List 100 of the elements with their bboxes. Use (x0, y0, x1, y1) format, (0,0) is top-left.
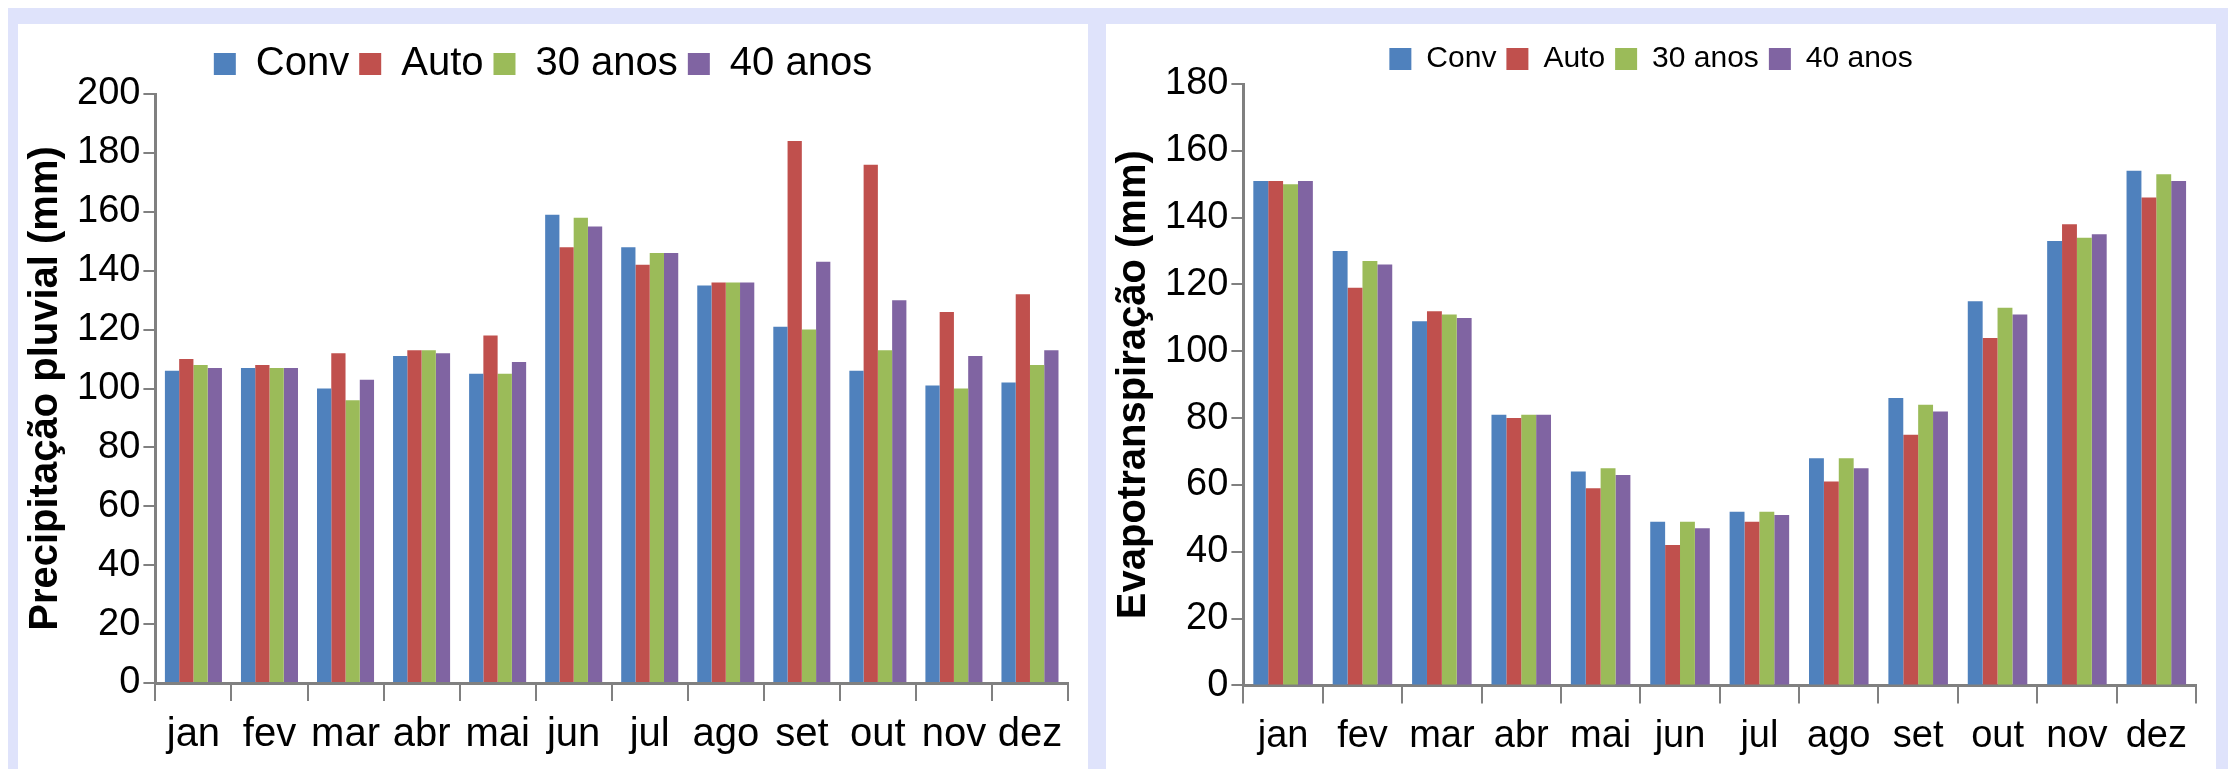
bar (740, 282, 755, 682)
y-tick-label: 100 (77, 364, 141, 407)
bar (2076, 237, 2092, 685)
y-tick-label: 100 (1165, 327, 1229, 370)
bar (1029, 364, 1045, 682)
bar (863, 164, 878, 682)
bar (469, 373, 484, 682)
x-tick-label: ago (692, 710, 760, 755)
bar (1521, 414, 1537, 685)
legend-label: 30 anos (535, 39, 678, 84)
bar (421, 350, 436, 682)
x-tick-label: dez (997, 710, 1063, 755)
bar (968, 356, 983, 682)
bar (1615, 474, 1631, 685)
bar (1536, 414, 1552, 685)
bar (2156, 174, 2172, 685)
bar (483, 335, 498, 682)
bar (1744, 521, 1760, 685)
bar (1838, 458, 1854, 685)
bar (801, 329, 817, 682)
x-tick-label: jan (165, 710, 221, 755)
bar (1982, 337, 1998, 685)
bar (1774, 515, 1790, 685)
bar (1044, 350, 1059, 682)
bar (1362, 261, 1378, 685)
bar (773, 326, 788, 682)
bar (649, 253, 664, 682)
x-tick-label: fev (242, 710, 297, 755)
legend-label: Conv (255, 39, 350, 84)
bar (2062, 224, 2077, 685)
bar (892, 300, 907, 682)
bar (1426, 311, 1442, 685)
bar (164, 370, 180, 682)
x-tick-label: nov (2046, 712, 2108, 755)
bar (953, 388, 969, 682)
x-tick-label: mai (1570, 712, 1632, 755)
x-tick-label: mar (1409, 712, 1475, 755)
bar (1456, 317, 1472, 685)
y-axis-title: Evapotranspiração (mm) (1109, 150, 1154, 620)
bar (635, 264, 650, 682)
x-tick-label: jun (1653, 712, 1706, 755)
y-tick-label: 20 (98, 600, 141, 643)
bar (1665, 545, 1681, 685)
bar (179, 359, 194, 682)
x-tick-label: ago (1807, 712, 1871, 755)
x-tick-label: out (850, 710, 906, 755)
bar (497, 373, 512, 682)
bar (2171, 180, 2187, 685)
x-tick-label: mai (465, 710, 530, 755)
bar (1759, 511, 1775, 685)
bar (559, 247, 574, 682)
bar (1441, 314, 1457, 685)
bar (1491, 414, 1507, 685)
y-tick-label: 40 (1186, 528, 1229, 571)
bar (711, 282, 726, 682)
x-tick-label: fev (1337, 712, 1388, 755)
bar (1997, 307, 2013, 685)
y-tick-label: 20 (1186, 595, 1229, 638)
bar (939, 311, 954, 682)
bar (1888, 398, 1904, 685)
bar (1600, 468, 1616, 685)
y-tick-label: 40 (98, 541, 141, 584)
bar (1809, 458, 1824, 685)
y-tick-label: 140 (77, 247, 141, 290)
legend-label: Auto (1543, 40, 1606, 74)
bar (621, 247, 636, 682)
x-tick-label: out (1971, 712, 2025, 755)
x-tick-label: abr (392, 710, 451, 755)
bar (345, 400, 360, 682)
bar (663, 253, 679, 682)
bar (573, 217, 588, 682)
x-tick-label: jun (545, 710, 601, 755)
bar (725, 282, 741, 682)
bar (2126, 170, 2142, 685)
y-tick-label: 60 (1186, 461, 1229, 504)
y-tick-label: 60 (98, 482, 141, 525)
bar (1853, 468, 1869, 685)
bar (816, 261, 831, 682)
legend-label: Conv (1426, 40, 1497, 74)
bar (1001, 382, 1016, 682)
bar (269, 367, 284, 682)
y-tick-label: 160 (1165, 127, 1229, 170)
bar (1268, 180, 1284, 685)
bar (2012, 314, 2028, 685)
x-tick-label: jan (1256, 712, 1309, 755)
bar (1332, 251, 1348, 685)
legend-label: 40 anos (1805, 40, 1913, 74)
y-tick-label: 80 (98, 423, 141, 466)
x-tick-label: jul (628, 710, 670, 755)
bar (1903, 434, 1919, 685)
bar (511, 362, 527, 682)
y-tick-label: 120 (77, 306, 141, 349)
x-tick-label: set (1892, 712, 1944, 755)
bar (1297, 180, 1313, 685)
bar (331, 353, 346, 682)
y-tick-label: 180 (1165, 60, 1229, 103)
y-tick-label: 120 (1165, 260, 1229, 303)
bar (255, 364, 270, 682)
bar (283, 367, 298, 682)
x-tick-label: set (775, 710, 829, 755)
